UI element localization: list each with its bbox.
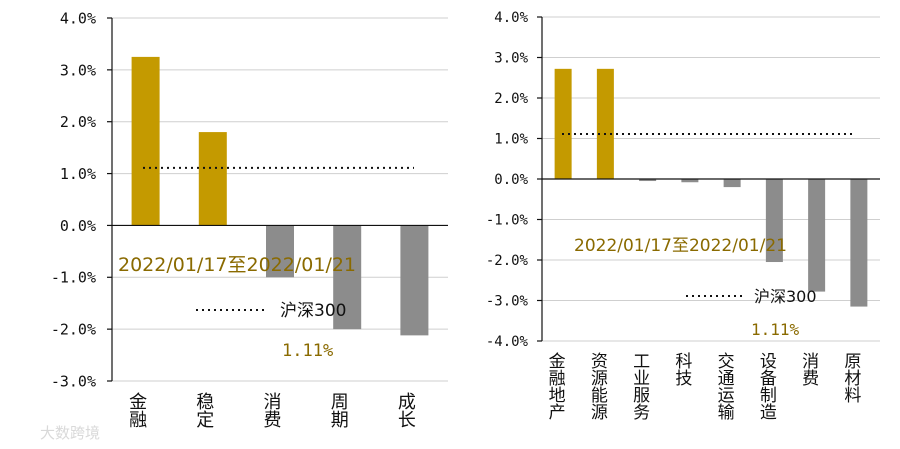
- bar-稳定: [198, 132, 227, 226]
- y-tick-label: -2.0%: [51, 321, 96, 339]
- legend-benchmark-label: 沪深300: [280, 301, 346, 321]
- y-tick-label: 0.0%: [60, 217, 96, 235]
- category-label: 金融: [126, 392, 147, 428]
- y-tick-label: 4.0%: [494, 10, 528, 26]
- y-tick-label: -3.0%: [51, 372, 96, 390]
- y-tick-label: 0.0%: [494, 172, 528, 188]
- bar-原材料: [850, 179, 868, 307]
- category-label: 消费: [261, 392, 282, 428]
- bar-周期: [333, 225, 362, 330]
- y-tick-label: 3.0%: [60, 61, 96, 79]
- period-label: 2022/01/17至2022/01/21: [118, 254, 356, 276]
- benchmark-value-label: 1.11%: [751, 320, 800, 339]
- y-tick-label: -2.0%: [486, 253, 529, 269]
- y-tick-label: -3.0%: [486, 294, 529, 310]
- watermark-text: 大数跨境: [40, 424, 100, 442]
- y-tick-label: -4.0%: [486, 334, 529, 350]
- y-tick-label: 3.0%: [494, 51, 528, 67]
- category-label: 资源能源: [587, 352, 608, 421]
- y-tick-label: -1.0%: [486, 213, 529, 229]
- chart-right-sector-returns: 4.0% 3.0% 2.0% 1.0% 0.0% -1.0% -2.0% -3.0% -4.0%…: [486, 10, 880, 421]
- category-label: 设备制造: [756, 352, 777, 420]
- bar-设备制造: [765, 179, 783, 263]
- category-label: 消费: [798, 352, 819, 386]
- category-label: 成长: [395, 392, 416, 428]
- chart-left-style-returns: 4.0% 3.0% 2.0% 1.0% 0.0% -1.0% -2.0% -3.0% 金融 稳定 消…: [51, 9, 448, 428]
- bar-成长: [400, 225, 429, 336]
- y-tick-label: 2.0%: [494, 91, 528, 107]
- y-tick-label: 1.0%: [494, 132, 528, 148]
- bar-工业服务: [639, 179, 657, 182]
- category-label: 金融地产: [545, 352, 566, 420]
- category-label: 稳定: [193, 392, 214, 428]
- bar-消费: [266, 225, 294, 278]
- category-label: 交通运输: [714, 352, 735, 421]
- y-tick-label: 1.0%: [60, 165, 96, 183]
- category-label: 周期: [328, 392, 349, 428]
- bar-金融: [131, 56, 160, 226]
- category-label: 科技: [671, 352, 692, 387]
- y-tick-label: -1.0%: [51, 269, 96, 287]
- legend-benchmark-label: 沪深300: [754, 287, 817, 306]
- bar-金融地产: [554, 68, 572, 179]
- period-label: 2022/01/17至2022/01/21: [574, 236, 787, 256]
- benchmark-value-label: 1.11%: [282, 341, 333, 361]
- bar-资源能源: [596, 68, 614, 179]
- bar-交通运输: [723, 179, 741, 188]
- category-label: 原材料: [840, 352, 861, 403]
- category-label: 工业服务: [629, 352, 650, 420]
- bar-消费: [808, 179, 826, 292]
- bar-科技: [681, 179, 699, 183]
- y-tick-label: 2.0%: [60, 113, 96, 131]
- y-tick-label: 4.0%: [60, 9, 96, 27]
